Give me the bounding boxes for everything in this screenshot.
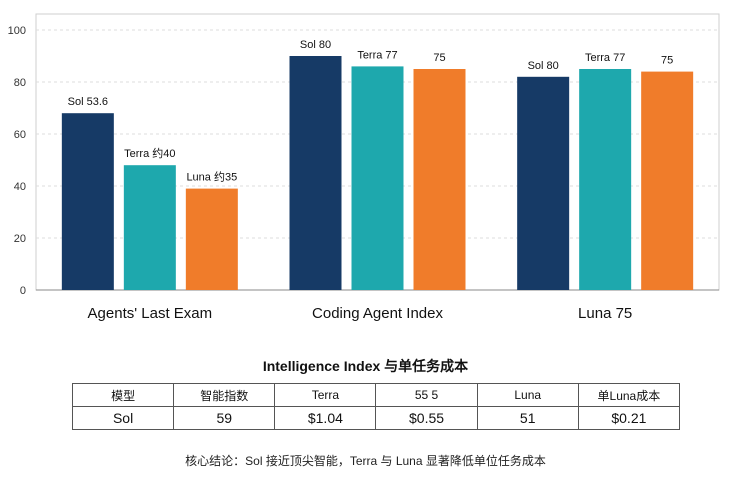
bar xyxy=(517,76,570,290)
y-tick-label: 100 xyxy=(8,25,26,37)
bar-data-label: Luna 约35 xyxy=(186,171,237,184)
y-tick-label: 0 xyxy=(20,285,26,297)
cost-table: 模型 智能指数 Terra 55 5 Luna 单Luna成本 Sol 59 $… xyxy=(71,383,681,430)
bar xyxy=(123,165,176,290)
bar-data-label: Sol 80 xyxy=(528,60,559,72)
bar xyxy=(351,66,404,291)
x-category-label: Coding Agent Index xyxy=(312,305,443,322)
table-header-cell: 单Luna成本 xyxy=(577,383,681,407)
table-header-cell: 模型 xyxy=(71,383,175,407)
bar-data-label: Terra 77 xyxy=(357,49,397,61)
bar xyxy=(579,69,632,290)
bar xyxy=(641,71,694,290)
bar-data-label: 75 xyxy=(433,52,445,64)
bar xyxy=(61,113,114,290)
bar xyxy=(185,188,238,290)
y-tick-label: 20 xyxy=(14,233,26,245)
axis-labels: 0 20 40 60 80 100 Agents' Last Exam Coding Agen… xyxy=(8,25,633,322)
bar-chart: Sol 53.6 Terra 约40 Luna 约35 Sol 80 Terra 77 7… xyxy=(8,13,720,322)
bar-data-label: Terra 77 xyxy=(585,52,625,64)
footnote: 核心结论：Sol 接近顶尖智能，Terra 与 Luna 显著降低单位任务成本 xyxy=(185,454,546,468)
table-cell: 51 xyxy=(476,406,579,430)
bar-data-label: Terra 约40 xyxy=(124,147,175,160)
bar xyxy=(413,69,466,290)
table-title: Intelligence Index 与单任务成本 xyxy=(262,358,469,374)
table-row: Sol 59 $1.04 $0.55 51 $0.21 xyxy=(71,406,681,430)
table-header-cell: Terra xyxy=(274,383,377,407)
bars xyxy=(61,56,694,291)
table-cell: $1.04 xyxy=(274,406,377,430)
table-header-row: 模型 智能指数 Terra 55 5 Luna 单Luna成本 xyxy=(71,383,681,407)
table-header-cell: 智能指数 xyxy=(173,383,276,407)
x-category-label: Luna 75 xyxy=(578,305,632,322)
bar-labels: Sol 53.6 Terra 约40 Luna 约35 Sol 80 Terra 77 7… xyxy=(68,39,674,184)
table-header-cell: Luna xyxy=(476,383,579,407)
y-tick-label: 80 xyxy=(14,77,26,89)
table-cell: $0.21 xyxy=(577,406,681,430)
bar-data-label: 75 xyxy=(661,55,673,67)
table-cell: 59 xyxy=(173,406,276,430)
y-tick-label: 60 xyxy=(14,129,26,141)
bar-data-label: Sol 53.6 xyxy=(68,96,108,108)
table-header-cell: 55 5 xyxy=(375,383,478,407)
bar xyxy=(289,56,342,290)
table-cell: Sol xyxy=(71,406,175,430)
y-tick-label: 40 xyxy=(14,181,26,193)
table-cell: $0.55 xyxy=(375,406,478,430)
bar-data-label: Sol 80 xyxy=(300,39,331,51)
x-category-label: Agents' Last Exam xyxy=(88,305,213,322)
